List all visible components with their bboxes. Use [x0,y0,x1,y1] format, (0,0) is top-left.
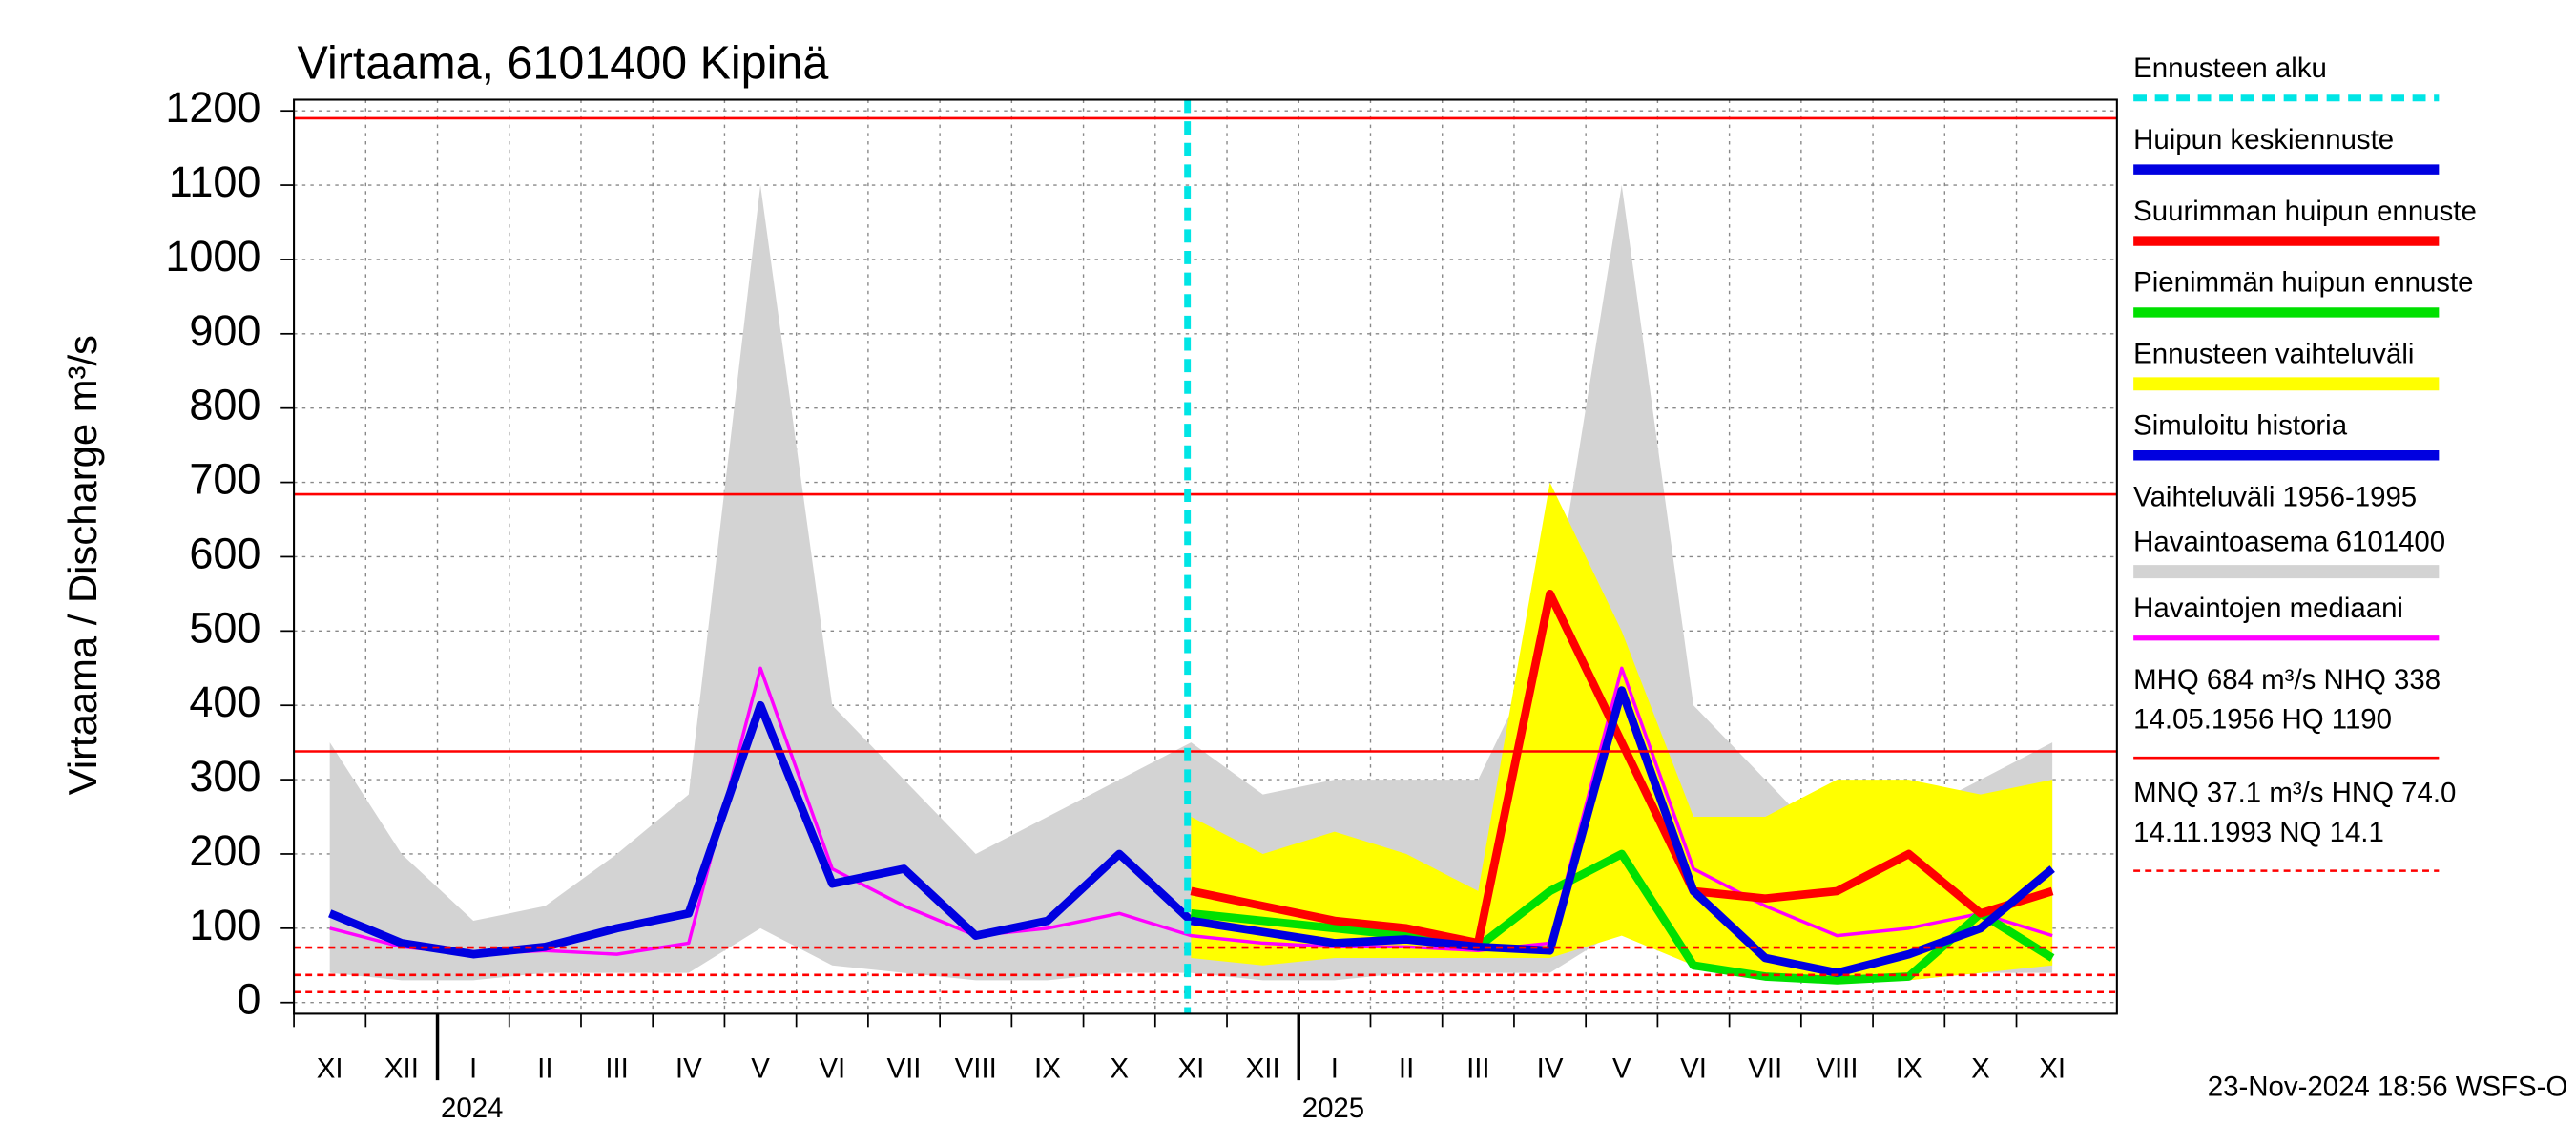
series-line [1190,686,2055,977]
x-tick-label: II [537,1052,552,1084]
legend-label: Havaintojen mediaani [2133,593,2403,624]
x-tick-label: VI [1680,1052,1707,1084]
x-tick-label: VI [819,1052,845,1084]
x-tick-label: II [1399,1052,1414,1084]
legend-note: 14.11.1993 NQ 14.1 [2133,817,2384,848]
x-tick-label: III [605,1052,629,1084]
x-tick-label: III [1466,1052,1490,1084]
x-tick-label: IV [675,1052,702,1084]
x-tick-label: VII [887,1052,922,1084]
y-tick-label: 900 [189,306,260,355]
y-tick-label: 600 [189,529,260,577]
y-tick-label: 700 [189,454,260,503]
x-tick-label: XI [2039,1052,2066,1084]
y-tick-label: 200 [189,826,260,875]
x-tick-label: I [1331,1052,1339,1084]
x-tick-label: V [751,1052,770,1084]
y-tick-label: 800 [189,381,260,429]
x-tick-label: IX [1034,1052,1061,1084]
x-tick-label: VIII [1816,1052,1858,1084]
legend-label: Havaintoasema 6101400 [2133,526,2445,557]
series-line [1190,849,2055,985]
y-tick-label: 1100 [169,157,261,206]
range-area [1191,482,2053,981]
x-tick-label: IX [1896,1052,1922,1084]
y-axis-label: Virtaama / Discharge m³/s [60,335,105,795]
legend-label: Pienimmän huipun ennuste [2133,267,2473,299]
legend-note: MHQ 684 m³/s NHQ 338 [2133,664,2441,696]
x-tick-label: XII [1246,1052,1280,1084]
legend-label: Huipun keskiennuste [2133,124,2394,156]
x-tick-label: I [469,1052,477,1084]
x-tick-label: XII [384,1052,419,1084]
legend-label: Vaihteluväli 1956-1995 [2133,481,2417,512]
y-tick-label: 1200 [165,83,260,132]
x-tick-label: IV [1537,1052,1564,1084]
x-tick-label: X [1971,1052,1990,1084]
chart-title: Virtaama, 6101400 Kipinä [298,37,830,89]
legend-label: Ennusteen vaihteluväli [2133,338,2414,369]
y-tick-label: 400 [189,677,260,726]
x-tick-label: XI [1178,1052,1205,1084]
series-line [329,666,2053,956]
x-tick-label: XI [317,1052,343,1084]
legend-note: MNQ 37.1 m³/s HNQ 74.0 [2133,777,2456,808]
x-tick-label: X [1110,1052,1129,1084]
legend-note: 14.05.1956 HQ 1190 [2133,704,2392,736]
footer: 23-Nov-2024 18:56 WSFS-O [2208,1072,2568,1103]
legend-label: Ennusteen alku [2133,52,2327,84]
x-tick-label: VII [1748,1052,1782,1084]
y-tick-label: 300 [189,752,260,801]
y-tick-label: 0 [237,975,260,1024]
y-tick-label: 100 [189,901,260,949]
year-label: 2025 [1302,1093,1364,1124]
year-label: 2024 [441,1093,503,1124]
x-tick-label: VIII [955,1052,997,1084]
x-tick-label: V [1612,1052,1631,1084]
y-tick-label: 1000 [165,232,260,281]
legend-label: Simuloitu historia [2133,409,2348,441]
y-tick-label: 500 [189,603,260,652]
plot-frame [293,98,2118,1015]
legend-label: Suurimman huipun ennuste [2133,196,2477,227]
series-line [1190,590,2054,947]
series-line [328,700,1195,959]
